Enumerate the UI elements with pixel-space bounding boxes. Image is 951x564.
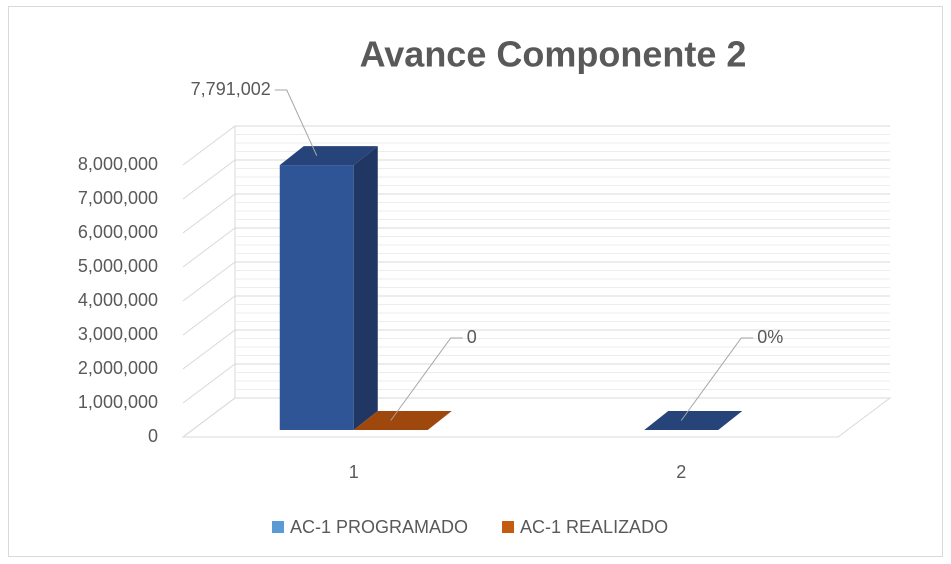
data-label: 7,791,002	[191, 79, 271, 99]
grid-line	[182, 329, 890, 370]
bar-top	[644, 411, 743, 430]
y-tick-label: 1,000,000	[78, 392, 158, 412]
y-tick-label: 2,000,000	[78, 358, 158, 378]
y-tick-label: 4,000,000	[78, 290, 158, 310]
legend-label: AC-1 PROGRAMADO	[290, 517, 468, 537]
leader-line	[390, 337, 463, 421]
y-tick-label: 6,000,000	[78, 222, 158, 242]
bar-top	[279, 146, 378, 166]
bar-front	[279, 165, 354, 430]
bar-top	[353, 411, 452, 430]
y-tick-label: 7,000,000	[78, 188, 158, 208]
grid-line	[182, 125, 890, 166]
x-tick-label: 1	[349, 462, 359, 482]
grid-line	[182, 363, 890, 404]
grid-line	[182, 159, 890, 200]
data-label: 0	[467, 327, 477, 347]
grid-line	[182, 295, 890, 336]
grid-line	[182, 227, 890, 268]
data-label: 0%	[757, 327, 783, 347]
y-tick-label: 3,000,000	[78, 324, 158, 344]
leader-line	[274, 89, 318, 156]
bar-side	[353, 146, 378, 430]
grid-line	[182, 261, 890, 302]
chart-title: Avance Componente 2	[360, 34, 747, 75]
grid-line	[182, 193, 890, 234]
chart-border	[8, 6, 943, 557]
leader-line	[680, 337, 754, 421]
y-tick-label: 8,000,000	[78, 154, 158, 174]
legend-swatch	[502, 521, 515, 533]
legend-swatch	[272, 521, 284, 533]
grid-line	[182, 397, 890, 438]
y-tick-label: 5,000,000	[78, 256, 158, 276]
x-tick-label: 2	[676, 462, 686, 482]
y-tick-label: 0	[148, 426, 158, 446]
legend-label: AC-1 REALIZADO	[520, 517, 668, 537]
